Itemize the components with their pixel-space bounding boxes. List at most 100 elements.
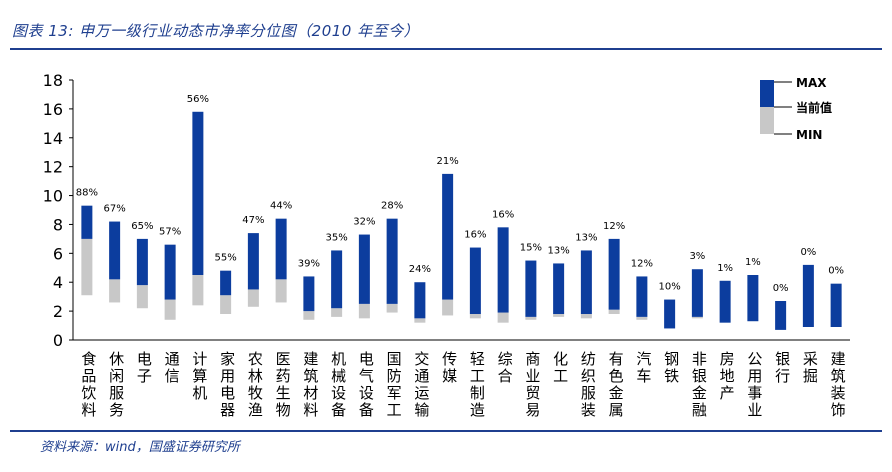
- bar-max-segment: [608, 238, 620, 310]
- percentile-label: 0%: [773, 283, 789, 294]
- category-label: 传媒: [442, 350, 457, 385]
- legend-min-swatch: [760, 107, 774, 134]
- category-label: 汽车: [636, 350, 651, 385]
- bar-min-segment: [442, 299, 454, 316]
- percentile-label: 65%: [131, 221, 153, 232]
- percentile-label: 39%: [298, 258, 320, 269]
- category-label: 纺织服装: [581, 350, 596, 419]
- bar-max-segment: [109, 221, 121, 280]
- bar-min-segment: [331, 308, 343, 317]
- category-label: 采掘: [803, 350, 818, 385]
- y-tick-label: 8: [53, 215, 63, 234]
- percentile-label: 67%: [104, 204, 126, 215]
- bar-min-segment: [303, 311, 315, 320]
- bar-max-segment: [664, 299, 676, 329]
- bar-min-segment: [386, 303, 398, 313]
- percentile-label: 15%: [520, 243, 542, 254]
- legend-current-label: 当前值: [796, 100, 832, 115]
- category-label: 农林牧渔: [248, 350, 263, 419]
- percentile-label: 44%: [270, 201, 292, 212]
- bar-max-segment: [358, 234, 370, 304]
- percentile-label: 21%: [437, 156, 459, 167]
- percentile-label: 12%: [603, 221, 625, 232]
- percentile-label: 88%: [76, 188, 98, 199]
- percentile-label: 56%: [187, 94, 209, 105]
- bar-max-segment: [802, 264, 814, 327]
- category-label: 商业贸易: [525, 350, 540, 419]
- bar-max-segment: [386, 218, 398, 304]
- percentile-label: 10%: [659, 282, 681, 293]
- bar-max-segment: [636, 276, 648, 317]
- legend-min-label: MIN: [796, 128, 822, 142]
- category-label: 建筑装饰: [831, 350, 846, 419]
- bar-max-segment: [497, 227, 509, 313]
- bar-max-segment: [164, 244, 176, 300]
- bar-max-segment: [442, 173, 454, 300]
- bar-min-segment: [192, 275, 204, 306]
- bar-min-segment: [275, 279, 287, 303]
- bar-min-segment: [358, 303, 370, 319]
- category-label: 机械设备: [331, 350, 346, 419]
- y-tick-label: 16: [43, 100, 63, 119]
- percentile-label: 12%: [631, 258, 653, 269]
- percentile-label: 1%: [745, 257, 761, 268]
- bar-min-segment: [164, 299, 176, 320]
- percentile-label: 16%: [492, 209, 514, 220]
- bar-min-segment: [525, 316, 537, 320]
- category-label: 家用电器: [220, 350, 235, 419]
- category-label: 电气设备: [359, 350, 374, 419]
- category-label: 国防军工: [387, 350, 402, 419]
- category-label: 钢铁: [664, 350, 679, 385]
- bar-max-segment: [580, 250, 592, 314]
- category-label: 轻工制造: [470, 350, 485, 419]
- y-tick-label: 0: [53, 331, 63, 350]
- percentile-label: 28%: [381, 201, 403, 212]
- bar-max-segment: [775, 301, 787, 330]
- source-divider: [10, 430, 882, 432]
- category-label: 化工: [553, 350, 568, 385]
- category-label: 计算机: [192, 350, 207, 402]
- title-divider: [10, 48, 882, 50]
- bar-min-segment: [109, 279, 121, 303]
- y-tick-label: 4: [53, 273, 63, 292]
- category-label: 交通运输: [414, 350, 429, 419]
- bar-min-segment: [553, 314, 565, 317]
- bar-max-segment: [525, 260, 537, 317]
- percentile-label: 3%: [689, 251, 705, 262]
- bar-max-segment: [220, 270, 232, 296]
- category-label: 医药生物: [276, 350, 291, 419]
- bar-max-segment: [81, 205, 93, 239]
- bar-min-segment: [81, 238, 93, 296]
- percentile-label: 57%: [159, 227, 181, 238]
- category-label: 公用事业: [747, 350, 762, 419]
- y-tick-label: 12: [43, 158, 63, 177]
- bar-max-segment: [830, 283, 842, 327]
- bar-max-segment: [719, 280, 731, 323]
- bar-min-segment: [580, 314, 592, 319]
- bar-max-segment: [469, 247, 481, 314]
- percentile-label: 32%: [353, 217, 375, 228]
- bar-min-segment: [220, 295, 232, 314]
- percentile-label: 24%: [409, 264, 431, 275]
- bar-min-segment: [414, 318, 426, 323]
- percentile-label: 13%: [575, 232, 597, 243]
- bar-min-segment: [247, 289, 259, 307]
- bar-min-segment: [497, 312, 509, 323]
- bar-max-segment: [414, 282, 426, 319]
- bar-max-segment: [247, 233, 259, 290]
- category-label: 综合: [498, 350, 513, 385]
- y-tick-label: 6: [53, 244, 63, 263]
- percentile-label: 16%: [464, 230, 486, 241]
- category-label: 银行: [775, 350, 790, 385]
- legend-max-label: MAX: [796, 76, 827, 90]
- bar-min-segment: [636, 316, 648, 320]
- bar-max-segment: [553, 263, 565, 314]
- bar-min-segment: [691, 316, 703, 319]
- category-label: 休闲服务: [109, 350, 124, 419]
- percentile-label: 0%: [828, 266, 844, 277]
- category-label: 建筑材料: [303, 350, 318, 419]
- y-tick-label: 18: [43, 71, 63, 90]
- source-note: 资料来源：wind，国盛证券研究所: [40, 440, 240, 455]
- category-label: 电子: [137, 350, 152, 385]
